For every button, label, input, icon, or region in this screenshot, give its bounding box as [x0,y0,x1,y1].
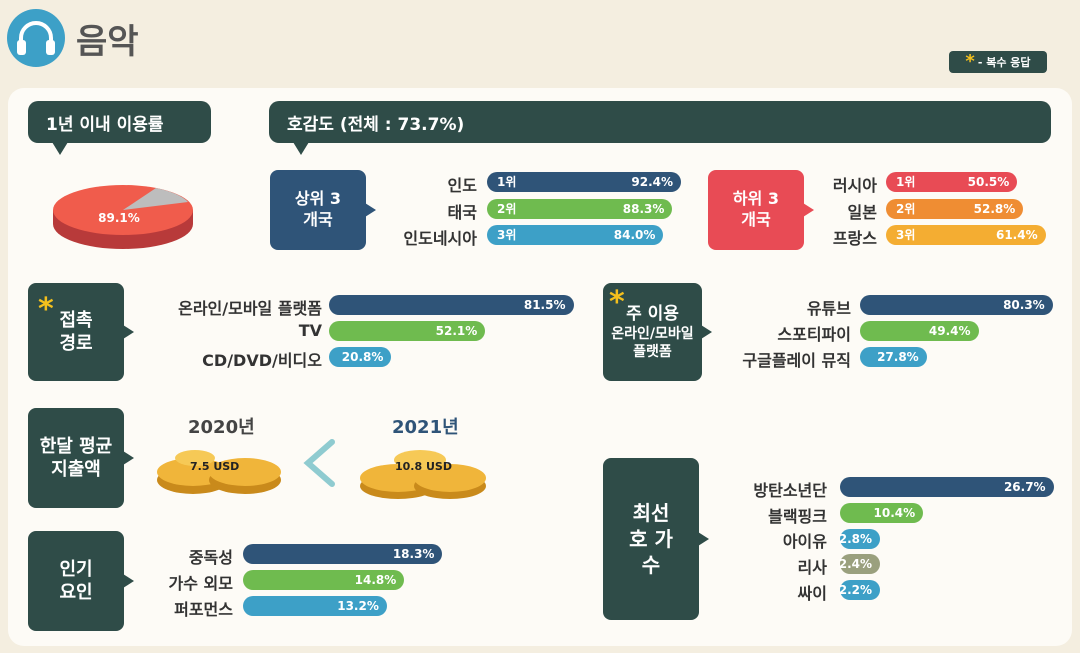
access-label-1: 온라인/모바일 플랫폼 [178,299,322,318]
page-title: 음악 [76,22,139,62]
top3-bar-2: 2위 88.3% [487,198,673,219]
bottom3-value-1: 50.5% [967,175,1010,189]
top3-bar-1: 1위 92.4% [487,172,682,192]
multiple-response-legend: * - 복수 응답 [949,51,1047,73]
access-box: 접촉 경로 [28,283,134,381]
platform-box-title-1: 주 이용 [626,303,679,324]
platform-value-1: 80.3% [1003,298,1045,312]
platform-box-title-2: 온라인/모바일 [611,325,694,342]
platform-box-title-3: 플랫폼 [633,344,672,361]
platform-label-3: 구글플레이 뮤직 [742,351,851,370]
bottom3-rank-2: 2위 [896,201,916,216]
top3-value-2: 88.3% [622,201,665,216]
pie-slice-unused [123,188,188,210]
star-icon: * [965,51,975,72]
bottom3-box: 하위 3개국 [708,170,814,250]
platform-box: 주 이용 온라인/모바일 플랫폼 [603,283,712,381]
singer-bar-3: 2.8% [838,528,880,549]
usage-pie-chart: 89.1% [53,185,193,249]
popularity-value-2: 14.8% [354,573,397,587]
singer-value-4: 2.4% [838,557,872,572]
singer-label-1: 방탄소년단 [753,481,827,500]
singer-bar-1: 26.7% [840,477,1054,497]
top3-value-3: 84.0% [613,228,656,242]
top3-bar-3: 3위 84.0% [487,225,664,245]
access-bar-3: 20.8% [329,347,392,367]
top3-rank-3: 3위 [497,228,517,242]
bottom3-rank-1: 1위 [896,175,916,189]
top3-rank-2: 2위 [497,201,517,216]
popularity-label-1: 중독성 [188,548,233,567]
singer-bar-5: 2.2% [838,580,880,601]
top3-box: 상위 3개국 [270,170,376,250]
access-value-1: 81.5% [523,298,566,312]
singer-label-4: 리사 [797,558,827,577]
access-star-icon: * [38,292,54,327]
access-box-title: 접촉 경로 [59,309,93,354]
access-label-3: CD/DVD/비디오 [202,351,322,370]
bottom3-rank-3: 3위 [896,228,916,242]
top3-rank-1: 1위 [497,175,517,189]
popularity-label-2: 가수 외모 [168,574,233,593]
singer-value-1: 26.7% [1003,480,1046,494]
year-2020-label: 2020년 [188,417,255,438]
singer-box: 최선호 가수 [603,458,709,620]
top3-label-1: 인도 [447,176,477,195]
singer-value-5: 2.2% [838,583,872,598]
access-bar-1: 81.5% [329,295,574,315]
singer-label-2: 블랙핑크 [768,507,827,526]
singer-value-3: 2.8% [838,531,872,546]
value-2020-label: 7.5 USD [190,460,240,473]
bottom3-bar-3: 3위 61.4% [886,225,1046,245]
usage-callout: 1년 이내 이용률 [28,101,211,155]
singer-label-3: 아이유 [782,532,827,551]
year-2021-label: 2021년 [392,417,459,438]
top3-label-2: 태국 [447,203,477,222]
platform-star-icon: * [609,285,625,320]
top3-label-3: 인도네시아 [403,229,477,248]
popularity-value-3: 13.2% [337,599,379,613]
less-than-icon [300,438,340,488]
singer-bar-2: 10.4% [840,502,924,523]
bottom3-bar-1: 1위 50.5% [886,172,1018,192]
platform-bar-1: 80.3% [860,295,1053,315]
singer-value-2: 10.4% [873,505,916,520]
pie-value-label: 89.1% [98,211,140,225]
spending-box: 한달 평균 지출액 [28,408,134,508]
value-2021-label: 10.8 USD [395,460,452,473]
singer-label-5: 싸이 [797,584,827,603]
bottom3-label-1: 러시아 [832,176,877,195]
popularity-label-3: 퍼포먼스 [174,600,233,619]
access-value-3: 20.8% [341,350,384,364]
access-bar-2: 52.1% [329,321,486,341]
popularity-bar-2: 14.8% [243,570,405,590]
legend-text: - 복수 응답 [977,56,1031,69]
popularity-value-1: 18.3% [392,547,435,561]
coin-stack-2020-icon [157,450,281,494]
bottom3-bar-2: 2위 52.8% [886,198,1024,219]
coin-stack-2021-icon [360,450,486,499]
popularity-bar-3: 13.2% [243,596,387,616]
bottom3-value-2: 52.8% [973,201,1016,216]
bottom3-label-3: 프랑스 [832,229,877,248]
popularity-box: 인기 요인 [28,531,134,631]
platform-value-2: 49.4% [928,324,971,338]
headphones-icon [6,8,66,68]
top3-value-1: 92.4% [631,175,674,189]
bottom3-label-2: 일본 [847,203,877,222]
access-label-2: TV [298,321,322,340]
bottom3-value-3: 61.4% [995,228,1038,242]
access-value-2: 52.1% [435,324,478,338]
platform-label-1: 유튜브 [806,299,851,318]
platform-value-3: 27.8% [877,350,919,364]
singer-bar-4: 2.4% [838,554,880,575]
favor-callout: 호감도 (전체 : 73.7%) [269,101,1051,155]
platform-bar-2: 49.4% [860,321,979,341]
platform-bar-3: 27.8% [860,347,927,367]
platform-label-2: 스포티파이 [777,325,851,344]
popularity-bar-1: 18.3% [243,544,443,564]
